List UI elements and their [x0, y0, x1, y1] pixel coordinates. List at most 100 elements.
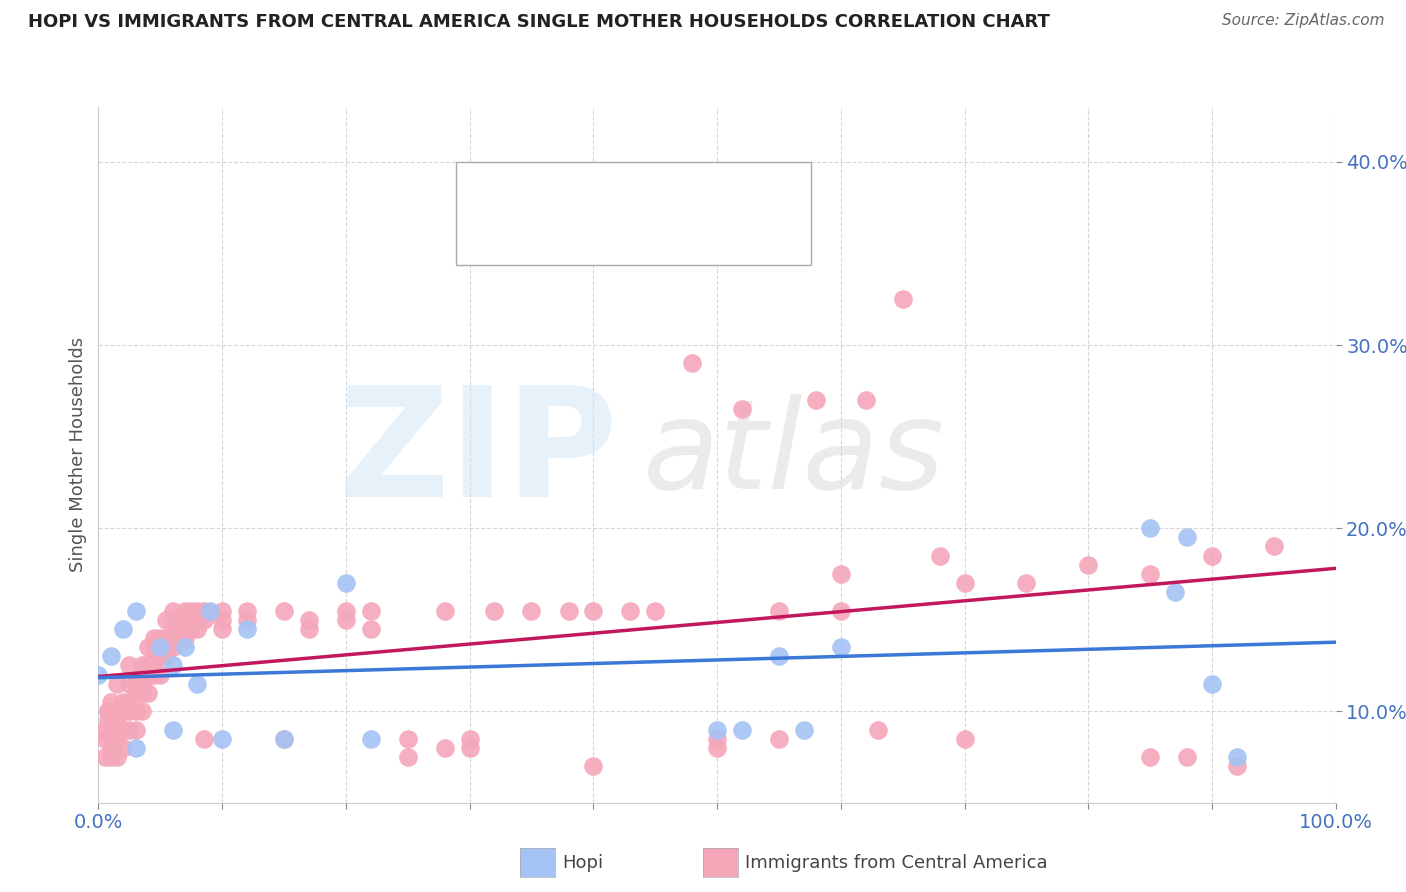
Text: atlas: atlas	[643, 394, 945, 516]
Point	[582, 759, 605, 773]
Point	[360, 622, 382, 636]
Point	[557, 603, 579, 617]
Point	[211, 613, 233, 627]
Point	[167, 622, 190, 636]
Point	[768, 649, 790, 664]
Point	[198, 603, 221, 617]
Point	[136, 686, 159, 700]
Point	[335, 603, 357, 617]
Point	[458, 731, 481, 746]
Point	[105, 723, 128, 737]
Point	[706, 731, 728, 746]
Point	[804, 392, 827, 407]
Point	[830, 603, 852, 617]
Point	[131, 658, 153, 673]
Point	[97, 704, 120, 718]
Text: Immigrants from Central America: Immigrants from Central America	[745, 854, 1047, 871]
Point	[155, 649, 177, 664]
Point	[87, 667, 110, 681]
Text: Source: ZipAtlas.com: Source: ZipAtlas.com	[1222, 13, 1385, 29]
Point	[458, 740, 481, 755]
Text: HOPI VS IMMIGRANTS FROM CENTRAL AMERICA SINGLE MOTHER HOUSEHOLDS CORRELATION CHA: HOPI VS IMMIGRANTS FROM CENTRAL AMERICA …	[28, 13, 1050, 31]
Point	[131, 704, 153, 718]
Point	[298, 613, 321, 627]
Point	[193, 613, 215, 627]
Point	[681, 356, 703, 370]
Point	[211, 603, 233, 617]
Point	[174, 603, 197, 617]
Point	[131, 686, 153, 700]
Point	[236, 622, 259, 636]
Point	[143, 658, 166, 673]
Point	[100, 704, 122, 718]
Point	[793, 723, 815, 737]
Point	[118, 677, 141, 691]
Point	[112, 622, 135, 636]
Point	[155, 613, 177, 627]
Point	[928, 549, 950, 563]
Point	[149, 640, 172, 655]
Point	[186, 677, 208, 691]
Point	[112, 740, 135, 755]
Point	[149, 640, 172, 655]
Point	[1164, 585, 1187, 599]
Point	[124, 677, 146, 691]
Point	[1139, 750, 1161, 764]
Point	[167, 631, 190, 645]
Point	[105, 750, 128, 764]
Point	[143, 640, 166, 655]
Point	[360, 731, 382, 746]
Point	[131, 667, 153, 681]
Point	[335, 576, 357, 591]
Point	[360, 603, 382, 617]
Point	[155, 640, 177, 655]
Point	[162, 622, 184, 636]
Point	[582, 603, 605, 617]
Point	[644, 603, 666, 617]
Point	[143, 631, 166, 645]
Point	[105, 714, 128, 728]
Point	[100, 740, 122, 755]
Point	[273, 731, 295, 746]
Point	[1226, 750, 1249, 764]
Point	[731, 723, 754, 737]
Point	[186, 613, 208, 627]
Text: R = 0.424   N = 24: R = 0.424 N = 24	[529, 191, 713, 210]
Point	[211, 622, 233, 636]
Point	[866, 723, 889, 737]
Point	[174, 640, 197, 655]
Point	[180, 613, 202, 627]
Point	[273, 731, 295, 746]
Point	[162, 631, 184, 645]
Point	[100, 649, 122, 664]
Point	[953, 576, 976, 591]
Point	[1015, 576, 1038, 591]
Point	[124, 723, 146, 737]
Point	[143, 649, 166, 664]
Point	[891, 293, 914, 307]
Point	[484, 603, 506, 617]
Point	[118, 704, 141, 718]
Point	[93, 731, 115, 746]
Point	[433, 603, 456, 617]
Point	[1139, 521, 1161, 535]
Point	[162, 640, 184, 655]
Point	[112, 704, 135, 718]
Point	[118, 658, 141, 673]
Point	[1226, 759, 1249, 773]
Point	[174, 613, 197, 627]
Point	[124, 740, 146, 755]
Point	[105, 723, 128, 737]
Point	[136, 658, 159, 673]
Point	[100, 695, 122, 709]
Point	[186, 603, 208, 617]
Point	[143, 667, 166, 681]
Point	[131, 677, 153, 691]
Point	[1175, 750, 1198, 764]
Y-axis label: Single Mother Households: Single Mother Households	[69, 337, 87, 573]
Text: ZIP: ZIP	[339, 380, 619, 530]
Point	[174, 622, 197, 636]
Point	[186, 622, 208, 636]
Point	[953, 731, 976, 746]
Point	[118, 695, 141, 709]
